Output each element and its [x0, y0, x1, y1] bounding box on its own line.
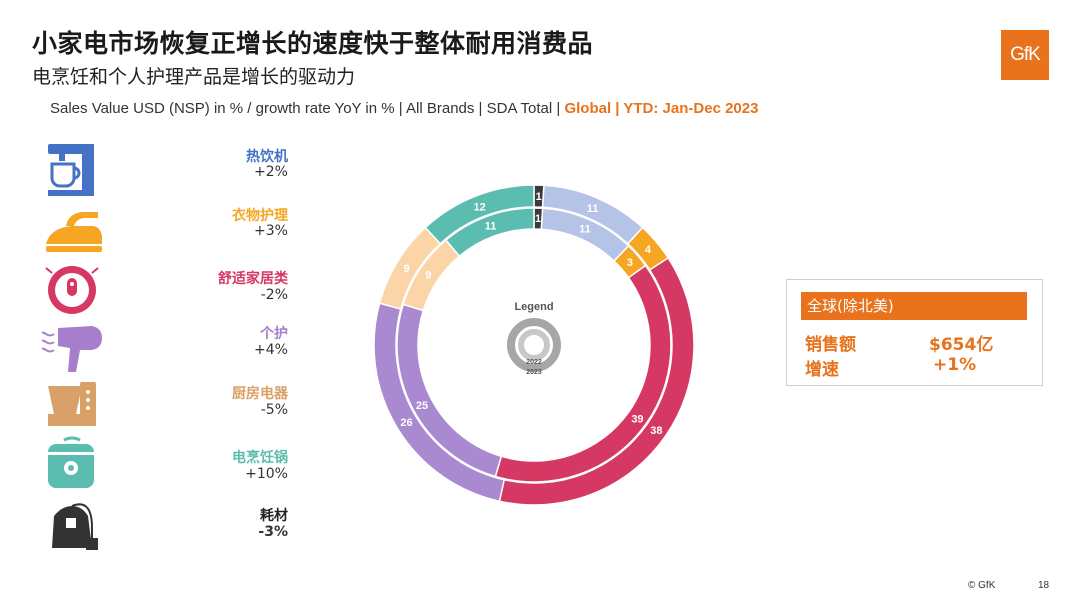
category-name: 耗材	[260, 508, 288, 524]
source-main: Sales Value USD (NSP) in % / growth rate…	[50, 100, 565, 117]
hair-dryer-icon	[42, 326, 102, 372]
data-label: 11	[485, 221, 497, 233]
category-name: 个护	[260, 326, 288, 342]
robot-vacuum-icon	[45, 266, 99, 314]
coffee-machine-icon	[48, 144, 94, 196]
page-title: 小家电市场恢复正增长的速度快于整体耐用消费品	[32, 29, 594, 58]
page-number: 18	[1038, 580, 1050, 591]
category-growth: +4%	[254, 342, 288, 358]
category-growth: -5%	[260, 402, 288, 418]
data-label: 38	[650, 425, 662, 437]
kitchen-appliance-icon	[48, 382, 96, 426]
outer-ring-2023	[373, 184, 695, 506]
legend-inner-ring	[518, 329, 550, 361]
category-name: 舒适家居类	[218, 271, 288, 287]
inner-ring-segment	[396, 303, 503, 478]
legend-inner-label: 2022	[526, 359, 542, 366]
tea-bag-icon	[52, 503, 98, 550]
data-label: 3	[627, 257, 633, 269]
category-growth: +2%	[254, 164, 288, 180]
category-growth: +10%	[245, 466, 288, 482]
data-label: 4	[645, 244, 652, 256]
sales-value: $654亿	[929, 335, 994, 355]
data-label: 11	[579, 224, 591, 236]
data-label: 39	[631, 414, 643, 426]
category-growth: +3%	[254, 223, 288, 239]
category-name: 热饮机	[246, 149, 288, 165]
category-name: 衣物护理	[232, 208, 288, 224]
rice-cooker-icon	[48, 436, 94, 488]
data-label: 25	[416, 400, 428, 412]
inner-ring-2022	[396, 207, 672, 483]
legend-title: Legend	[514, 301, 553, 313]
data-label: 9	[425, 270, 431, 282]
page-subtitle: 电烹饪和个人护理产品是增长的驱动力	[32, 66, 356, 88]
summary-region: 全球(除北美)	[801, 292, 1027, 320]
outer-ring-segment	[424, 184, 535, 245]
data-label: 1	[536, 191, 542, 203]
chart-legend: Legend 2022 2023	[507, 301, 561, 376]
data-label: 9	[403, 263, 409, 275]
category-growth: -2%	[260, 287, 288, 303]
gfk-logo: GfK	[1001, 30, 1049, 80]
legend-outer-label: 2023	[526, 369, 542, 376]
copyright: © GfK	[968, 580, 996, 591]
data-label: 1	[535, 213, 541, 225]
inner-ring-segment	[444, 207, 535, 258]
legend-outer-ring	[507, 318, 561, 372]
source-highlight: Global | YTD: Jan-Dec 2023	[564, 100, 759, 117]
data-label: 12	[474, 201, 486, 213]
summary-box: 全球(除北美) 销售额 $654亿 增速 +1%	[786, 279, 1043, 386]
category-name: 厨房电器	[232, 386, 288, 402]
data-label: 11	[587, 203, 599, 215]
data-label: 26	[400, 417, 412, 429]
category-name: 电烹饪锅	[232, 450, 288, 466]
growth-value: +1%	[933, 355, 977, 375]
category-growth: -3%	[258, 524, 288, 540]
source-note: Sales Value USD (NSP) in % / growth rate…	[50, 100, 758, 117]
iron-icon	[46, 212, 102, 252]
growth-label: 增速	[805, 360, 839, 380]
sales-label: 销售额	[805, 335, 856, 355]
